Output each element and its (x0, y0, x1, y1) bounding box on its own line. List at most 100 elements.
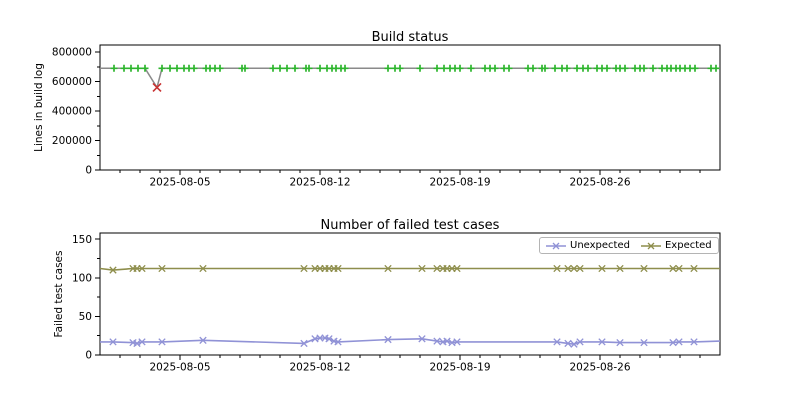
y-tick-label: 150 (72, 234, 92, 246)
unexpected-series-line (100, 337, 721, 346)
y-tick-label: 50 (79, 311, 92, 323)
marker-x (690, 338, 698, 346)
marker-plus (305, 64, 313, 72)
y-tick-label: 0 (85, 350, 92, 362)
marker-plus (216, 64, 224, 72)
marker-x (564, 339, 572, 348)
x-tick-label: 2025-08-26 (569, 177, 630, 189)
marker-plus (551, 64, 559, 72)
marker-x (570, 264, 578, 273)
build-success-markers (110, 64, 720, 72)
marker-x (418, 264, 426, 273)
failed_tests-plot: 2025-08-05 2025-08-12 2025-08-19 2025-08-26… (72, 232, 721, 374)
marker-plus (269, 64, 277, 72)
x-tick-label: 2025-08-19 (429, 177, 490, 189)
marker-x (675, 338, 683, 346)
marker-plus (291, 64, 299, 72)
build-status-title: Build status (372, 30, 449, 45)
marker-x (418, 335, 426, 343)
marker-plus (110, 64, 118, 72)
build-log-size-line (100, 67, 720, 90)
marker-plus (384, 64, 392, 72)
marker-plus (127, 64, 135, 72)
marker-x (453, 338, 461, 346)
marker-plus (440, 64, 448, 72)
ticks (95, 238, 701, 360)
marker-plus (491, 64, 499, 72)
marker-plus (621, 64, 629, 72)
marker-x (553, 264, 561, 273)
x-tick-label: 2025-08-12 (289, 362, 350, 374)
marker-plus (173, 64, 181, 72)
marker-x (640, 338, 648, 347)
marker-plus (396, 64, 404, 72)
legend-label-expected: Expected (664, 240, 712, 251)
marker-plus (584, 64, 592, 72)
marker-plus (433, 64, 441, 72)
marker-x (152, 82, 162, 93)
legend-label-unexpected: Unexpected (570, 240, 630, 251)
marker-plus (158, 64, 166, 72)
build-failure-markers (152, 82, 162, 93)
marker-plus (603, 64, 611, 72)
marker-plus (456, 64, 464, 72)
marker-x (109, 266, 117, 274)
expected-markers (109, 264, 698, 274)
marker-plus (563, 64, 571, 72)
build_status-plot: 2025-08-05 2025-08-12 2025-08-19 2025-08-26… (52, 44, 721, 189)
unexpected-line-marker-icon (546, 241, 566, 251)
y-tick-label: 400000 (52, 106, 92, 118)
failed-tests-ylabel: Failed test cases (53, 251, 65, 338)
ticks (95, 51, 701, 175)
y-tick-label: 200000 (52, 135, 92, 147)
expected-series-line (99, 267, 720, 271)
marker-x (553, 338, 561, 346)
plot-graphics: 2025-08-05 2025-08-12 2025-08-19 2025-08-26… (52, 44, 721, 374)
marker-plus (640, 64, 648, 72)
y-tick-label: 600000 (52, 76, 92, 88)
marker-plus (276, 64, 284, 72)
marker-plus (120, 64, 128, 72)
marker-x (453, 264, 461, 273)
marker-x (325, 335, 333, 343)
marker-x (300, 339, 308, 348)
marker-x (133, 339, 141, 348)
x-tick-label: 2025-08-26 (569, 362, 630, 374)
marker-x (384, 264, 392, 273)
marker-x (576, 338, 584, 346)
marker-x (138, 264, 146, 273)
marker-plus (341, 64, 349, 72)
axes-frame (99, 232, 721, 356)
marker-x (384, 335, 392, 344)
marker-x (300, 264, 308, 273)
marker-x (433, 337, 441, 345)
marker-x (334, 338, 342, 346)
marker-x (669, 338, 677, 347)
marker-plus (573, 64, 581, 72)
marker-plus (649, 64, 657, 72)
marker-plus (134, 64, 142, 72)
marker-x (564, 264, 572, 273)
legend-entry-unexpected: Unexpected (546, 240, 630, 251)
marker-x (690, 264, 698, 273)
build-status-ylabel: Lines in build log (33, 63, 45, 152)
failed-tests-title: Number of failed test cases (321, 218, 500, 233)
marker-plus (691, 64, 699, 72)
x-tick-label: 2025-08-05 (149, 177, 210, 189)
legend-entry-expected: Expected (640, 240, 712, 251)
axes-frame (99, 44, 721, 171)
y-tick-label: 100 (72, 272, 92, 284)
y-tick-label: 0 (85, 165, 92, 177)
marker-x (570, 340, 578, 348)
marker-plus (241, 64, 249, 72)
marker-plus (467, 64, 475, 72)
marker-x (616, 338, 624, 347)
marker-plus (529, 64, 537, 72)
marker-plus (416, 64, 424, 72)
marker-plus (190, 64, 198, 72)
marker-plus (712, 64, 720, 72)
marker-x (334, 264, 342, 273)
marker-x (669, 264, 677, 273)
